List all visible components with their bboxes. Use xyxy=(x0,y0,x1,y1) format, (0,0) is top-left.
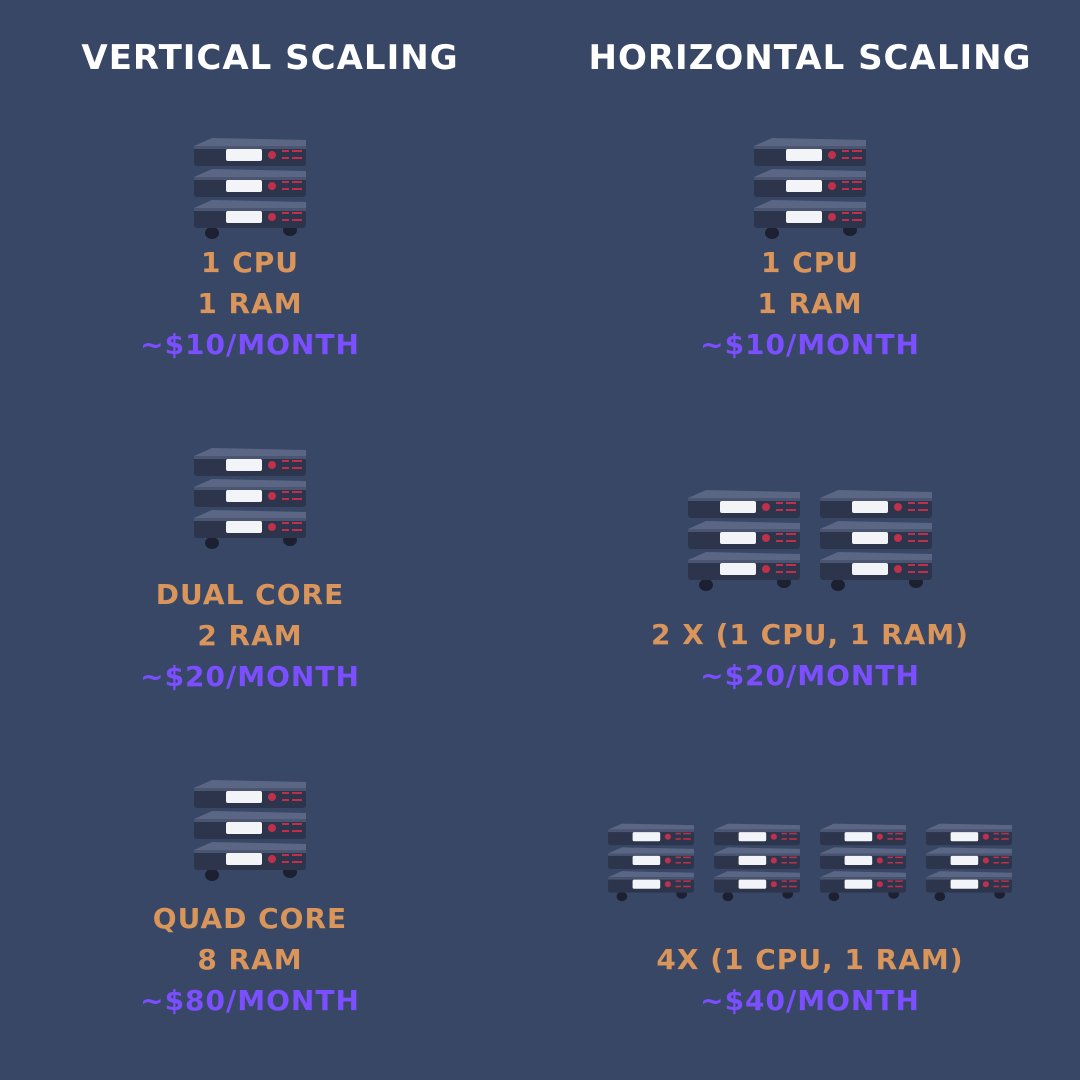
vertical-tier-1-info: 1 CPU 1 RAM ~$10/MONTH xyxy=(0,242,500,365)
horizontal-tier-2-servers xyxy=(684,488,936,596)
vertical-tier-3-info: QUAD CORE 8 RAM ~$80/MONTH xyxy=(0,898,500,1021)
horizontal-tier-1-info: 1 CPU 1 RAM ~$10/MONTH xyxy=(560,242,1060,365)
server-rack-icon xyxy=(194,780,306,881)
spec-label: 1 RAM xyxy=(757,287,863,320)
spec-label: 8 RAM xyxy=(197,943,303,976)
spec-label: 4X (1 CPU, 1 RAM) xyxy=(656,943,964,976)
price-label: ~$40/MONTH xyxy=(700,984,920,1017)
vertical-tier-2-servers xyxy=(190,446,310,554)
server-rack-icon xyxy=(688,490,800,591)
spec-label: 1 RAM xyxy=(197,287,303,320)
server-rack-icon xyxy=(194,138,306,239)
price-label: ~$20/MONTH xyxy=(700,659,920,692)
horizontal-tier-2-info: 2 X (1 CPU, 1 RAM) ~$20/MONTH xyxy=(560,614,1060,696)
price-label: ~$80/MONTH xyxy=(140,984,360,1017)
price-label: ~$20/MONTH xyxy=(140,660,360,693)
spec-label: 1 CPU xyxy=(200,246,300,279)
vertical-scaling-title: VERTICAL SCALING xyxy=(81,38,459,78)
server-rack-icon xyxy=(194,448,306,549)
server-rack-icon xyxy=(754,138,866,239)
server-rack-icon xyxy=(926,823,1012,902)
server-rack-icon xyxy=(820,823,906,902)
horizontal-tier-1-servers xyxy=(750,136,870,244)
vertical-tier-1-servers xyxy=(190,136,310,244)
horizontal-tier-3-servers xyxy=(605,822,1015,905)
server-rack-icon xyxy=(608,823,694,902)
server-rack-icon xyxy=(820,490,932,591)
spec-label: QUAD CORE xyxy=(152,902,348,935)
server-rack-icon xyxy=(714,823,800,902)
horizontal-scaling-title: HORIZONTAL SCALING xyxy=(588,38,1032,78)
horizontal-tier-3-info: 4X (1 CPU, 1 RAM) ~$40/MONTH xyxy=(560,939,1060,1021)
vertical-tier-2-info: DUAL CORE 2 RAM ~$20/MONTH xyxy=(0,574,500,697)
vertical-tier-3-servers xyxy=(190,778,310,886)
price-label: ~$10/MONTH xyxy=(700,328,920,361)
spec-label: 2 X (1 CPU, 1 RAM) xyxy=(651,618,969,651)
spec-label: 1 CPU xyxy=(760,246,860,279)
spec-label: DUAL CORE xyxy=(155,578,345,611)
spec-label: 2 RAM xyxy=(197,619,303,652)
price-label: ~$10/MONTH xyxy=(140,328,360,361)
